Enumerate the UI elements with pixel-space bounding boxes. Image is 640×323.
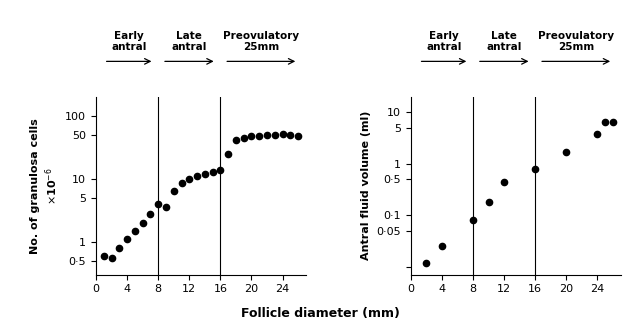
Y-axis label: No. of granulosa cells
$\times$10$^{-6}$: No. of granulosa cells $\times$10$^{-6}$ — [31, 118, 60, 254]
Text: Follicle diameter (mm): Follicle diameter (mm) — [241, 307, 399, 320]
Text: Preovulatory
25mm: Preovulatory 25mm — [223, 31, 300, 52]
Text: Early
antral: Early antral — [111, 31, 147, 52]
Y-axis label: Antral fluid volume (ml): Antral fluid volume (ml) — [361, 111, 371, 260]
Text: Preovulatory
25mm: Preovulatory 25mm — [538, 31, 614, 52]
Text: Early
antral: Early antral — [426, 31, 461, 52]
Text: Late
antral: Late antral — [172, 31, 207, 52]
Text: Late
antral: Late antral — [486, 31, 522, 52]
